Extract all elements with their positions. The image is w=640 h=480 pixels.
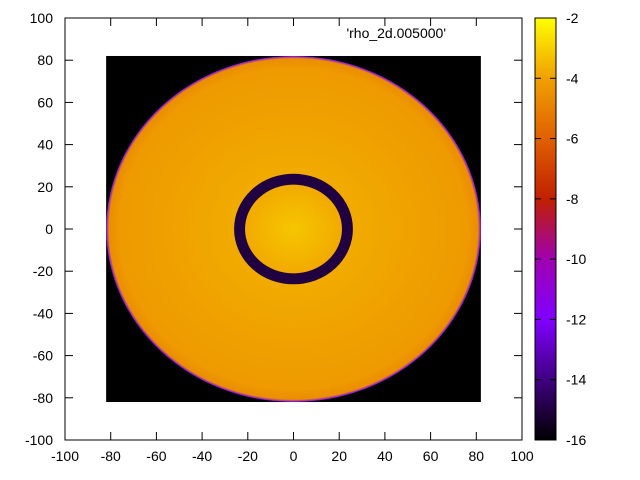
x-tick-label: -40 <box>192 448 212 464</box>
y-tick-label: 0 <box>45 221 53 237</box>
inner-ring <box>234 173 353 285</box>
heatmap-layer <box>106 55 481 403</box>
x-tick-label: -60 <box>146 448 166 464</box>
colorbar-tick-label: -14 <box>566 372 586 388</box>
colorbar-tick-label: -6 <box>566 131 579 147</box>
y-axis: -100 -80 -60 -40 -20 0 20 40 60 80 100 <box>25 10 522 448</box>
x-axis: -100 -80 -60 -40 -20 0 20 40 60 80 100 <box>51 18 534 464</box>
y-tick-label: 100 <box>30 10 54 26</box>
colorbar-gradient <box>535 18 556 440</box>
colorbar-tick-label: -4 <box>566 70 579 86</box>
x-tick-label: -20 <box>238 448 258 464</box>
y-tick-label: 20 <box>37 179 53 195</box>
x-tick-label: 80 <box>469 448 485 464</box>
x-tick-label: 20 <box>331 448 347 464</box>
y-tick-label: -60 <box>33 348 53 364</box>
y-tick-label: 80 <box>37 52 53 68</box>
y-tick-label: -80 <box>33 390 53 406</box>
x-tick-label: 40 <box>377 448 393 464</box>
inner-disk <box>245 184 342 274</box>
colorbar-tick-label: -2 <box>566 10 579 26</box>
legend-entry: 'rho_2d.005000' <box>346 25 446 41</box>
y-tick-label: -20 <box>33 263 53 279</box>
x-tick-label: -80 <box>101 448 121 464</box>
colorbar-border <box>534 17 557 441</box>
colorbar-tick-label: -10 <box>566 251 586 267</box>
x-tick-label: 60 <box>423 448 439 464</box>
y-tick-label: 60 <box>37 94 53 110</box>
y-tick-label: -40 <box>33 305 53 321</box>
y-tick-label: 40 <box>37 137 53 153</box>
colorbar: -16 -14 -12 -10 -8 -6 -4 -2 <box>534 10 586 448</box>
x-tick-label: 100 <box>510 448 534 464</box>
y-tick-label: -100 <box>25 432 53 448</box>
colorbar-tick-label: -16 <box>566 432 586 448</box>
colorbar-tick-label: -12 <box>566 311 586 327</box>
colorbar-tick-label: -8 <box>566 191 579 207</box>
x-tick-label: -100 <box>51 448 79 464</box>
x-tick-label: 0 <box>290 448 298 464</box>
